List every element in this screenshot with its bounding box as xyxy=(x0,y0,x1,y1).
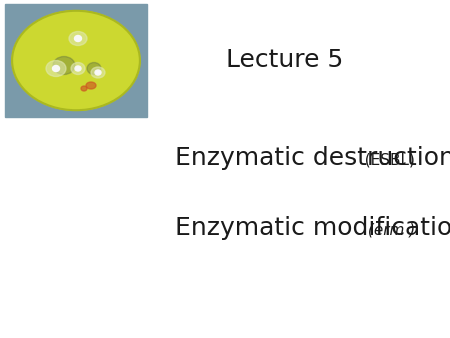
Ellipse shape xyxy=(46,61,66,76)
Text: (erm ): (erm ) xyxy=(363,222,415,238)
Ellipse shape xyxy=(86,82,96,89)
Ellipse shape xyxy=(71,63,85,74)
Ellipse shape xyxy=(75,66,81,71)
Ellipse shape xyxy=(87,63,101,74)
Ellipse shape xyxy=(53,66,59,72)
Text: Enzymatic modification: Enzymatic modification xyxy=(175,216,450,240)
Text: Enzymatic destruction: Enzymatic destruction xyxy=(175,146,450,170)
Ellipse shape xyxy=(69,31,87,46)
Ellipse shape xyxy=(53,56,75,74)
Text: Lecture 5: Lecture 5 xyxy=(226,48,344,72)
Ellipse shape xyxy=(75,35,81,42)
Ellipse shape xyxy=(81,86,87,91)
Bar xyxy=(5,4,147,117)
Ellipse shape xyxy=(91,67,105,78)
Text: (ESBL): (ESBL) xyxy=(355,152,415,168)
Ellipse shape xyxy=(12,11,140,110)
Ellipse shape xyxy=(95,70,101,75)
